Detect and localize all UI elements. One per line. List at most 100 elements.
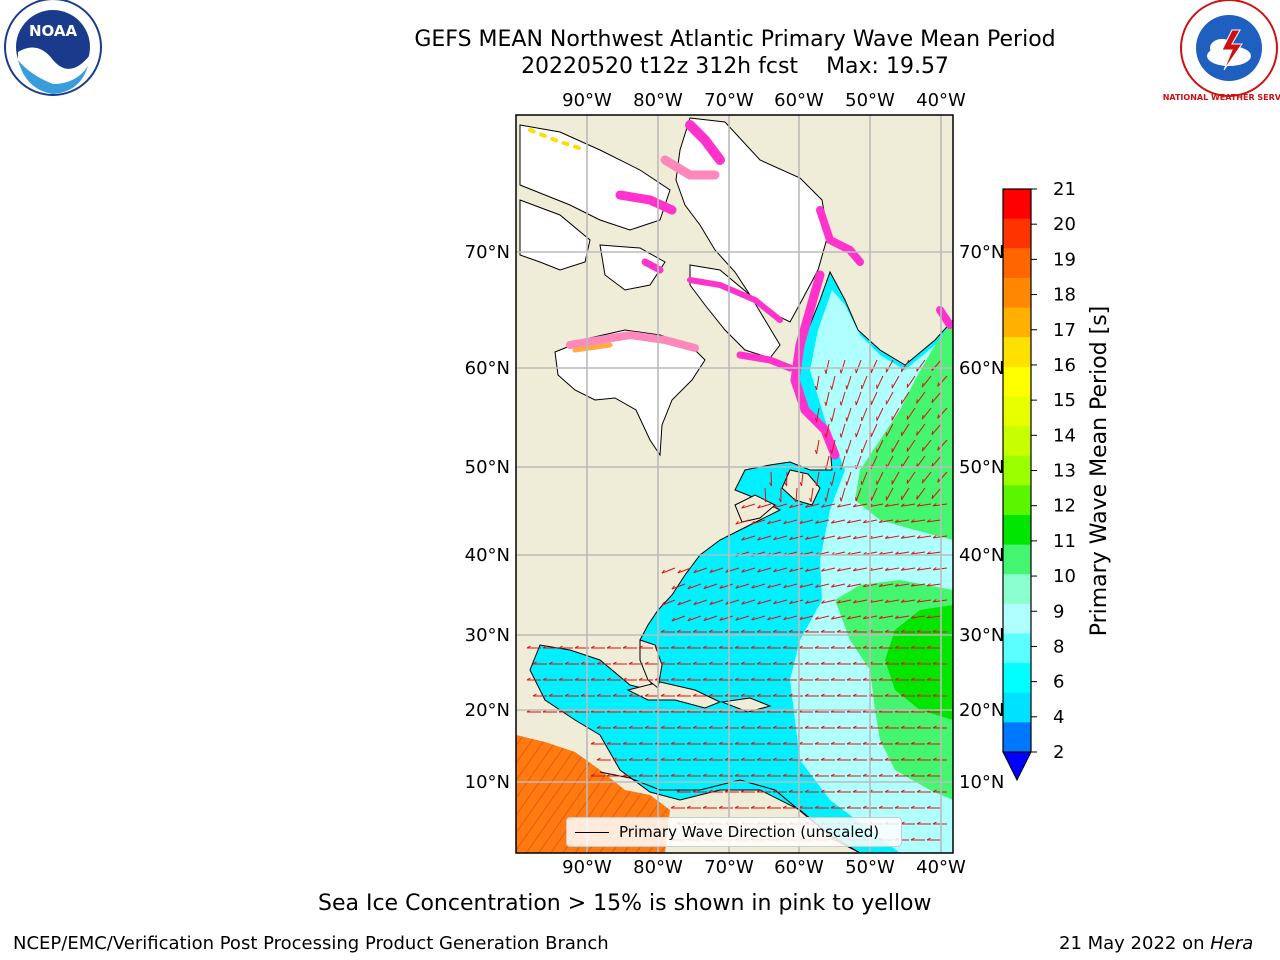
direction-arrow-head	[916, 789, 921, 793]
lat-label: 50°N	[465, 457, 510, 478]
direction-arrow-head	[773, 536, 777, 541]
direction-arrow-head	[766, 773, 771, 777]
direction-arrow-head	[932, 789, 937, 793]
direction-arrow-head	[789, 536, 793, 540]
direction-arrow-head	[676, 693, 681, 697]
direction-arrow	[933, 503, 948, 507]
direction-arrow-head	[628, 725, 633, 729]
direction-arrow	[815, 583, 830, 588]
direction-arrow-head	[916, 399, 918, 404]
lat-label: 40°N	[959, 545, 1004, 566]
direction-arrow	[677, 567, 692, 574]
direction-arrow	[671, 615, 686, 622]
direction-arrow	[869, 567, 884, 572]
direction-arrow	[821, 503, 836, 508]
direction-arrow	[901, 423, 910, 437]
direction-arrow-head	[894, 741, 899, 745]
direction-arrow-head	[926, 837, 931, 841]
direction-arrow-head	[772, 661, 777, 665]
direction-arrow	[911, 615, 926, 619]
direction-arrow-head	[788, 693, 793, 697]
direction-arrow-head	[670, 645, 675, 649]
direction-arrow	[885, 423, 894, 437]
footer-branch: NCEP/EMC/Verification Post Processing Pr…	[13, 933, 609, 954]
direction-arrow	[846, 407, 852, 422]
direction-arrow-head	[809, 497, 812, 503]
graticule	[516, 115, 953, 853]
lat-label: 60°N	[465, 358, 510, 379]
direction-arrow	[825, 423, 830, 438]
colorbar-segment	[1003, 692, 1031, 723]
direction-arrow	[879, 583, 894, 587]
direction-arrow-head	[884, 535, 889, 539]
direction-arrow	[853, 599, 868, 604]
lon-label: 40°W	[916, 857, 966, 878]
direction-arrow-head	[926, 741, 931, 745]
direction-arrow-head	[677, 601, 681, 606]
colorbar-segment	[1003, 396, 1031, 427]
direction-arrow-head	[725, 569, 729, 573]
direction-arrow	[885, 599, 900, 603]
direction-arrow-head	[622, 677, 627, 681]
direction-arrow-head	[910, 837, 915, 841]
direction-arrow	[869, 535, 884, 540]
direction-arrow	[855, 359, 862, 374]
direction-arrow	[855, 391, 862, 406]
direction-arrow-head	[741, 600, 745, 605]
direction-arrow-head	[910, 805, 915, 809]
direction-arrow	[895, 519, 910, 523]
direction-arrow	[703, 615, 718, 622]
direction-arrow-head	[574, 677, 579, 681]
direction-arrow-head	[788, 725, 793, 729]
direction-arrow-head	[814, 449, 818, 454]
direction-arrow-head	[824, 497, 827, 502]
map-subtitle: 20220520 t12z 312h fcst Max: 19.57	[0, 54, 1280, 79]
direction-arrow-head	[884, 629, 889, 633]
direction-arrow-head	[910, 519, 915, 523]
direction-arrow-head	[836, 725, 841, 729]
direction-arrow-head	[606, 645, 611, 649]
lat-label: 70°N	[465, 242, 510, 263]
direction-arrow	[927, 583, 942, 587]
latitude-labels-left: 70°N 60°N 50°N 40°N 30°N 20°N 10°N	[465, 242, 510, 793]
direction-arrow-head	[852, 599, 857, 604]
nws-logo: NATIONAL WEATHER SERVICE	[1163, 0, 1280, 102]
direction-arrow-head	[692, 661, 697, 665]
direction-arrow-head	[884, 757, 889, 761]
direction-arrow-head	[910, 773, 915, 777]
direction-arrow-head	[910, 741, 915, 745]
direction-arrow-head	[916, 693, 921, 697]
direction-arrow-head	[741, 504, 745, 509]
direction-arrow	[847, 615, 862, 620]
direction-arrow-head	[693, 569, 697, 574]
direction-arrow-head	[676, 757, 681, 761]
direction-arrow-head	[769, 482, 772, 487]
direction-arrow-head	[782, 677, 787, 681]
direction-arrow-head	[836, 629, 841, 633]
direction-arrow	[840, 359, 846, 374]
direction-arrow-head	[542, 677, 547, 681]
direction-arrow	[799, 519, 814, 524]
direction-arrow-head	[820, 725, 825, 729]
direction-arrow-head	[767, 616, 771, 621]
direction-arrow	[757, 535, 772, 541]
colorbar-segment	[1003, 189, 1031, 220]
direction-arrow	[870, 423, 878, 438]
direction-arrow-head	[724, 725, 729, 729]
direction-arrow	[891, 471, 900, 485]
direction-arrow-head	[660, 661, 665, 665]
direction-arrow-head	[846, 677, 851, 681]
direction-arrow	[901, 487, 910, 501]
direction-arrow	[927, 551, 942, 555]
direction-arrow-head	[670, 805, 675, 809]
period-9-10s-north	[855, 320, 953, 540]
direction-arrow-head	[756, 693, 761, 697]
direction-arrow-head	[926, 773, 931, 777]
direction-arrow	[911, 551, 926, 555]
direction-arrow-head	[836, 568, 841, 572]
direction-arrow-head	[839, 401, 842, 406]
direction-arrow-head	[661, 569, 665, 574]
direction-arrow-head	[708, 693, 713, 697]
direction-arrow-head	[814, 805, 819, 809]
direction-arrow	[885, 535, 900, 539]
